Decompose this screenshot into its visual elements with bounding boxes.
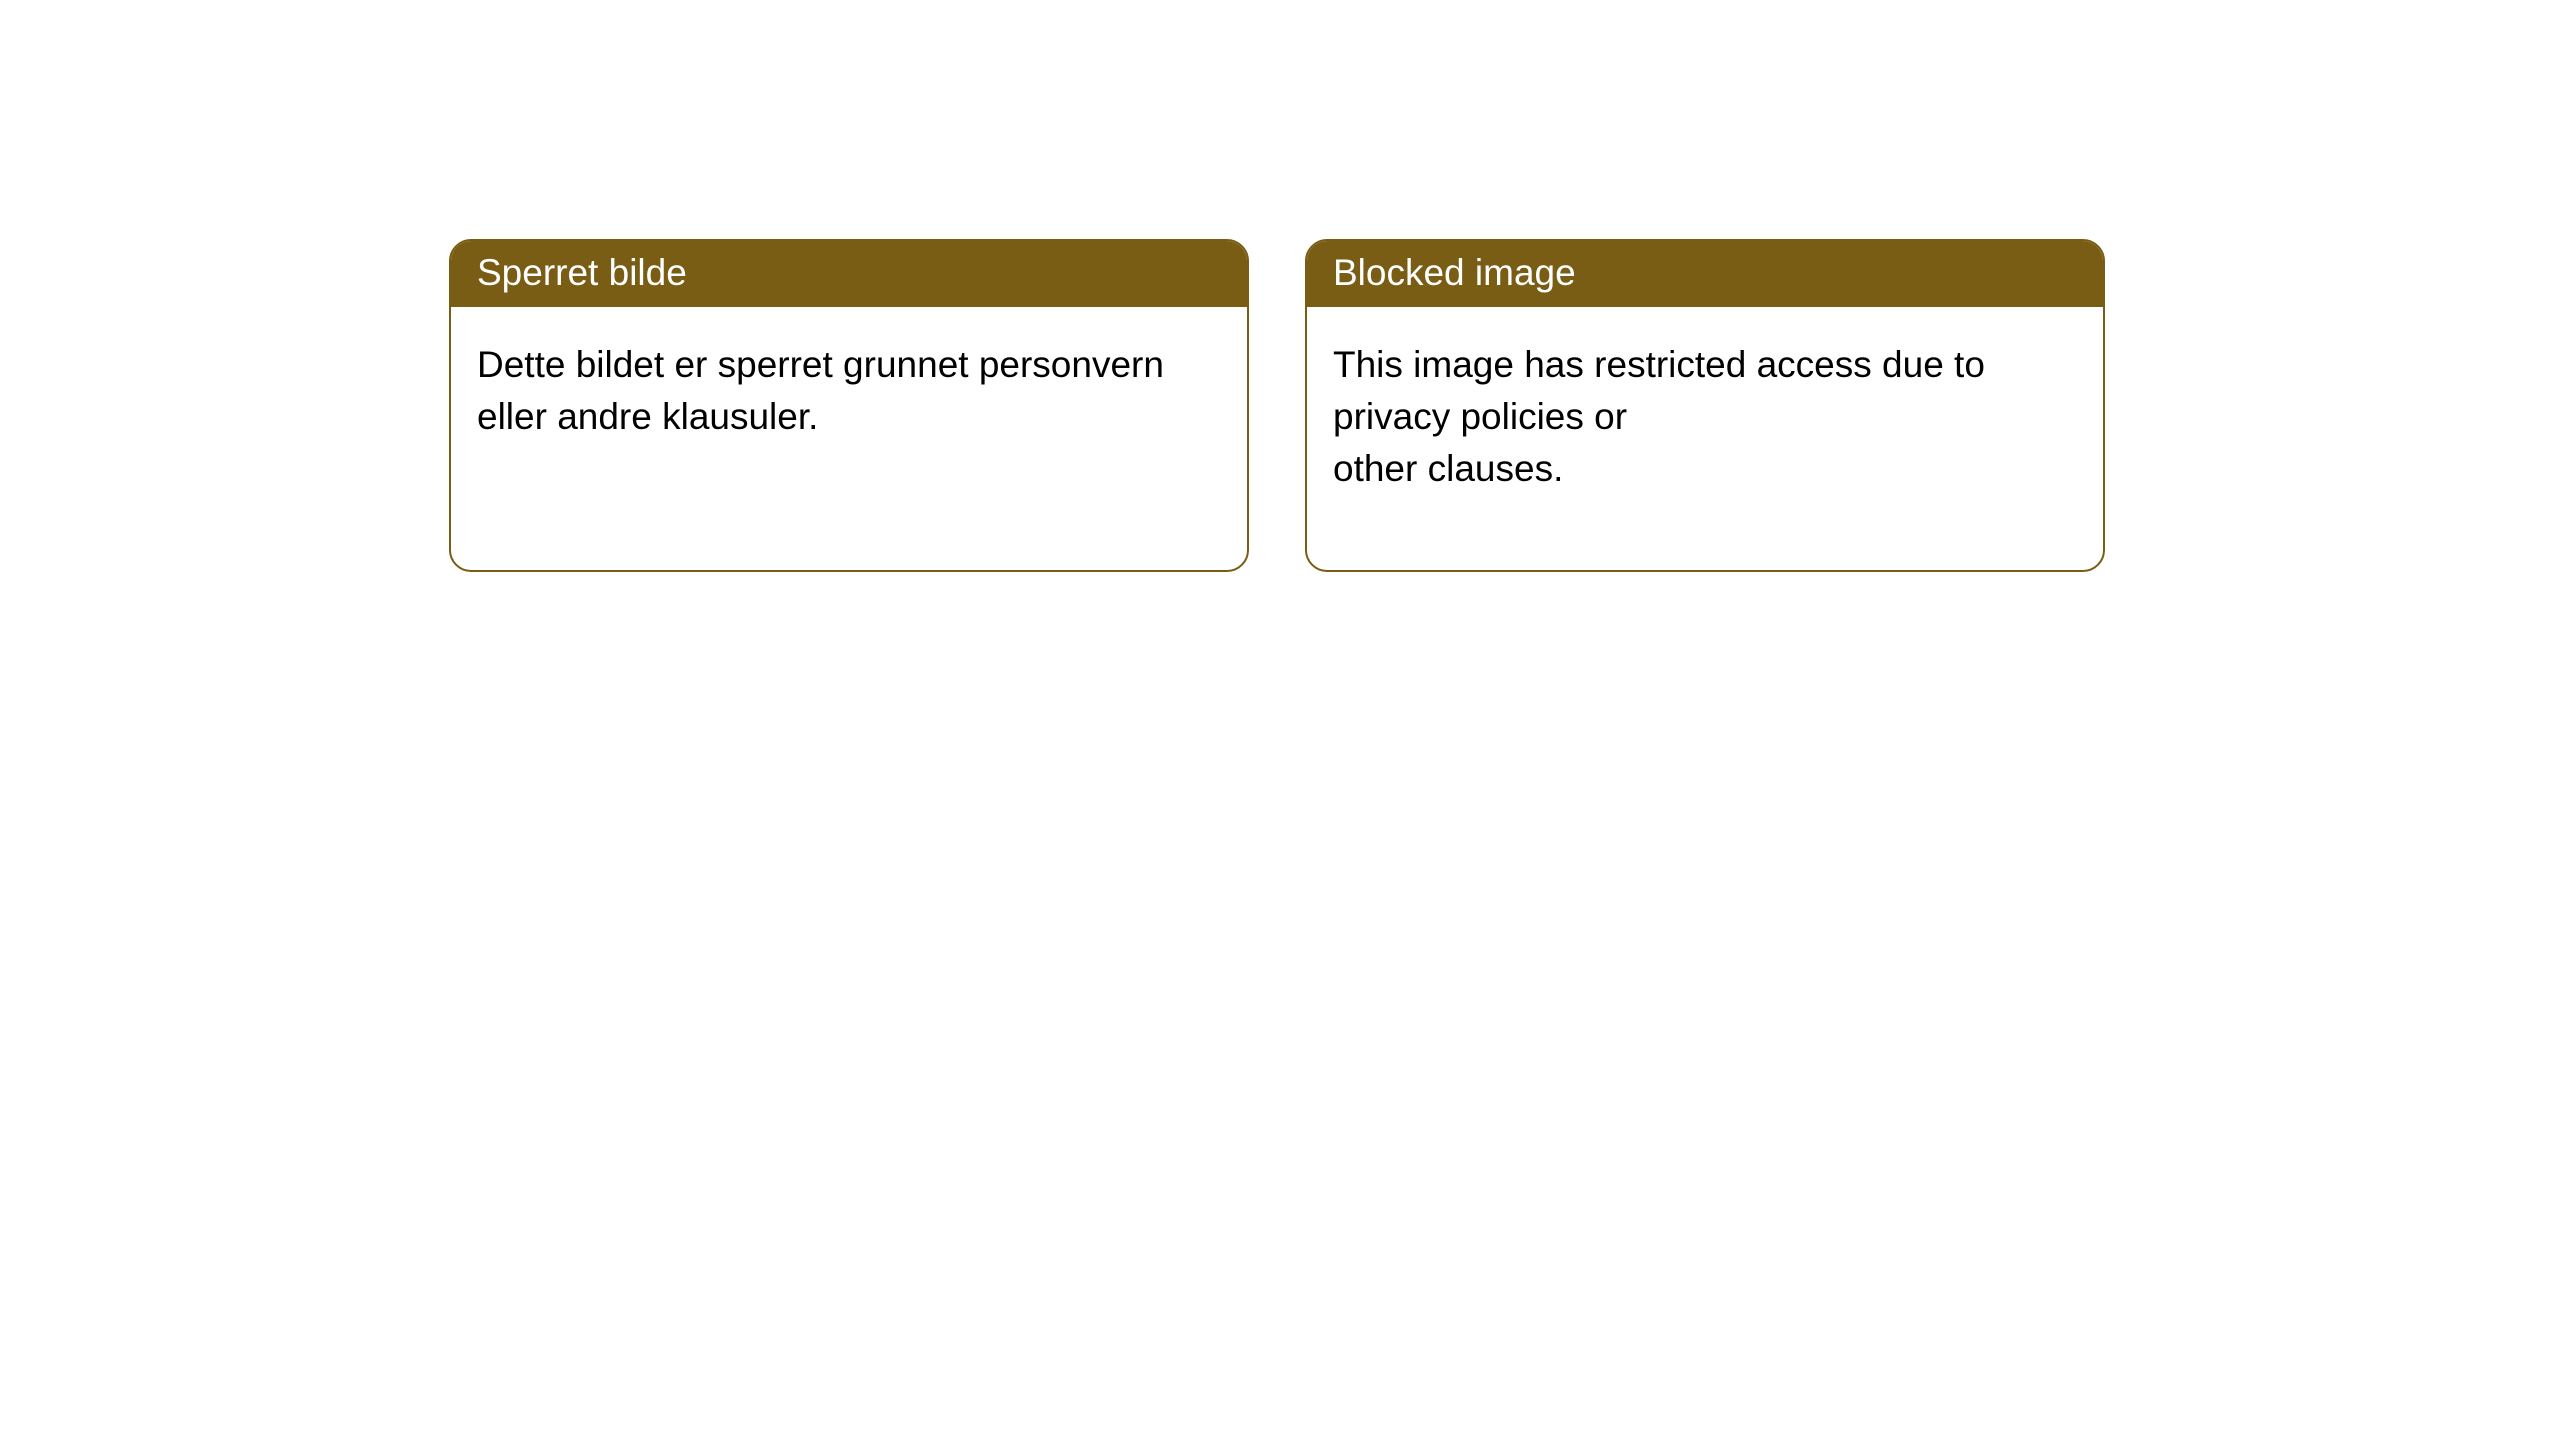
- notice-card-title: Sperret bilde: [451, 241, 1247, 307]
- notice-card-english: Blocked image This image has restricted …: [1305, 239, 2105, 572]
- notice-container: Sperret bilde Dette bildet er sperret gr…: [0, 0, 2560, 572]
- notice-card-body: Dette bildet er sperret grunnet personve…: [451, 307, 1247, 475]
- notice-card-title: Blocked image: [1307, 241, 2103, 307]
- notice-card-body: This image has restricted access due to …: [1307, 307, 2103, 526]
- notice-card-norwegian: Sperret bilde Dette bildet er sperret gr…: [449, 239, 1249, 572]
